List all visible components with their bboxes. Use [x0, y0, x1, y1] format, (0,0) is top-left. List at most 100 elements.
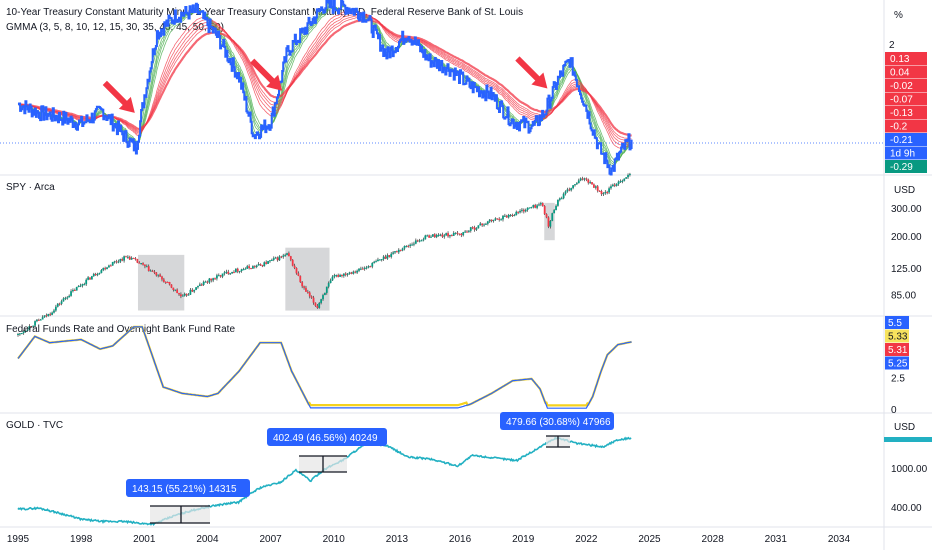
spy-candle-body: [286, 253, 288, 255]
x-tick-label: 1998: [70, 534, 93, 545]
spy-candle-body: [545, 214, 548, 218]
spread-tag-text: 1d 9h: [890, 149, 915, 160]
spy-candle-body: [483, 224, 485, 226]
time-axis[interactable]: 1995 1998 2001 2004 2007 2010 2013 2016 2019 2022…: [7, 534, 851, 545]
spy-candle-body: [312, 297, 315, 303]
spy-candle-body: [479, 223, 482, 226]
spy-candle-body: [193, 289, 196, 292]
spy-candle-body: [394, 251, 396, 253]
spy-candle-body: [602, 193, 605, 195]
gold-unit-label[interactable]: USD: [894, 422, 915, 433]
spy-candle-body: [356, 270, 359, 273]
spy-candle-body: [526, 207, 529, 210]
spy-candle-body: [560, 198, 563, 200]
spy-candle-body: [229, 273, 232, 275]
spy-candle-body: [610, 186, 612, 189]
spy-candle-body: [270, 259, 273, 261]
spy-unit-label[interactable]: USD: [894, 185, 915, 196]
x-tick-label: 2010: [323, 534, 346, 545]
spy-candle-body: [172, 287, 175, 291]
spy-candle-body: [289, 256, 292, 260]
spy-candle-body: [411, 244, 413, 246]
spy-candle-body: [538, 204, 540, 206]
spy-candle-body: [471, 227, 474, 229]
measure-label-box[interactable]: [126, 479, 250, 497]
x-tick-label: 1995: [7, 534, 30, 545]
spy-candle-body: [98, 272, 101, 275]
measure-label-box[interactable]: [267, 428, 387, 446]
spy-candle-body: [450, 235, 453, 237]
fed-tag-box: [885, 316, 909, 329]
spy-candle-body: [310, 296, 313, 298]
gmma-long-ema-30: [17, 10, 632, 149]
spy-candle-body: [83, 284, 86, 286]
spy-candle-body: [128, 256, 131, 260]
spy-candle-body: [409, 244, 412, 246]
spy-candle-body: [64, 297, 67, 299]
spy-candle-body: [89, 277, 91, 280]
spy-candle-body: [581, 178, 584, 180]
spy-candle-body: [288, 253, 290, 257]
fed-funds-rate-line: [17, 326, 632, 409]
spy-candle-body: [405, 245, 408, 247]
spy-candle-body: [104, 268, 107, 270]
measure-label-box[interactable]: [500, 412, 614, 430]
spy-candle-body: [361, 268, 364, 270]
spy-candle-body: [558, 198, 561, 200]
spy-candle-body: [20, 333, 23, 335]
spy-candle-body: [593, 184, 595, 188]
spy-candle-body: [466, 231, 468, 233]
spy-candle-body: [492, 219, 495, 222]
spy-candle-body: [557, 199, 559, 206]
spy-panel[interactable]: SPY · Arca USD 300.00 200.00 125.00 85.00: [6, 172, 926, 337]
spy-candle-body: [197, 286, 199, 288]
gold-panel[interactable]: GOLD · TVC USD 143.15 (55.21%) 14315 402.…: [6, 412, 932, 526]
spy-candle-body: [60, 301, 63, 304]
fed-funds-panel[interactable]: Federal Funds Rate and Overnight Bank Fu…: [6, 316, 909, 416]
x-tick-label: 2013: [386, 534, 409, 545]
spy-y-ticks: 300.00 200.00 125.00 85.00: [891, 204, 922, 301]
spy-candle-body: [100, 270, 103, 273]
spy-candle-body: [62, 298, 65, 302]
spy-candle-body: [337, 275, 340, 277]
spy-candle-body: [530, 207, 533, 209]
spy-candle-body: [399, 249, 402, 251]
spy-candle-body: [507, 214, 510, 218]
spy-candle-body: [66, 297, 69, 299]
spy-candle-body: [460, 233, 463, 236]
spy-candle-body: [216, 275, 218, 279]
spy-candle-body: [521, 209, 523, 211]
spy-candle-body: [297, 273, 300, 276]
spy-candle-body: [613, 184, 616, 186]
spy-candle-body: [185, 293, 188, 296]
x-tick-label: 2031: [765, 534, 788, 545]
spy-candle-body: [265, 262, 268, 264]
spy-candle-body: [488, 219, 491, 222]
spy-candle-body: [458, 233, 461, 235]
spy-candle-body: [178, 293, 180, 295]
yield-spread-panel[interactable]: 10-Year Treasury Constant Maturity Minus…: [0, 0, 927, 176]
spy-candle-body: [204, 281, 207, 283]
spy-candle-body: [600, 191, 603, 195]
fed-y-tick-label: 2.5: [891, 374, 905, 385]
spy-candle-body: [596, 186, 599, 191]
measure-label-text: 143.15 (55.21%) 14315: [132, 484, 237, 495]
spy-candle-body: [250, 268, 252, 270]
spy-candle-body: [422, 239, 425, 241]
x-tick-label: 2001: [133, 534, 156, 545]
spy-candle-body: [121, 259, 124, 261]
spy-candle-body: [70, 291, 72, 296]
spy-candle-body: [477, 225, 480, 229]
spy-candle-body: [115, 261, 118, 263]
gold-price-line: [17, 436, 632, 526]
spy-candle-body: [352, 271, 355, 274]
spy-candle-body: [331, 276, 334, 281]
fed-tag-text: 5.31: [888, 345, 908, 356]
spy-candle-body: [503, 215, 506, 217]
spy-candle-body: [221, 273, 224, 277]
percent-unit-label[interactable]: %: [894, 10, 903, 21]
spy-candle-body: [454, 232, 457, 234]
spy-candle-body: [17, 334, 19, 336]
spy-candle-body: [551, 213, 554, 221]
spy-candle-body: [348, 272, 351, 274]
